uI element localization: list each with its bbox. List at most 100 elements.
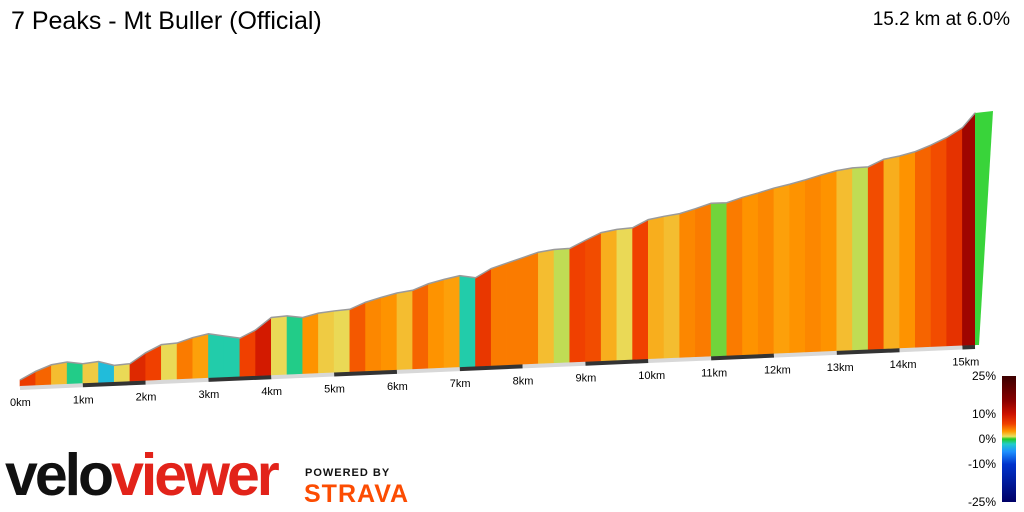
gradient-segment bbox=[757, 187, 775, 355]
x-tick-label: 10km bbox=[638, 370, 665, 382]
gradient-segment bbox=[82, 361, 99, 384]
x-tick-label: 4km bbox=[261, 386, 282, 398]
logo-viewer: viewer bbox=[111, 442, 280, 508]
axis-km-segment bbox=[585, 359, 649, 366]
axis-km-segment bbox=[962, 345, 976, 350]
gradient-segment bbox=[553, 248, 571, 364]
gradient-segment bbox=[695, 202, 712, 358]
gradient-segment bbox=[836, 167, 853, 352]
gradient-legend-labels: 25% 10% 0% -10% -25% bbox=[968, 369, 996, 509]
x-tick-label: 14km bbox=[890, 359, 917, 371]
axis-km-segment bbox=[773, 350, 837, 358]
profile-end-face bbox=[975, 111, 993, 345]
gradient-segment bbox=[161, 342, 178, 381]
legend-label: 10% bbox=[972, 407, 996, 421]
x-tick-label: 6km bbox=[387, 381, 408, 393]
gradient-segment bbox=[852, 166, 869, 351]
gradient-segment bbox=[192, 333, 209, 379]
elevation-outline bbox=[19, 112, 976, 381]
axis-km-segment bbox=[334, 369, 398, 377]
gradient-segment bbox=[867, 158, 885, 350]
gradient-segment bbox=[946, 127, 963, 347]
gradient-segment bbox=[271, 315, 288, 376]
route-summary: 15.2 km at 6.0% bbox=[872, 9, 1010, 30]
x-tick-label: 13km bbox=[827, 362, 854, 374]
axis-km-segment bbox=[836, 348, 900, 355]
gradient-segment bbox=[710, 202, 728, 357]
gradient-segment bbox=[396, 289, 413, 371]
axis-km-segment bbox=[396, 367, 460, 374]
x-tick-label: 9km bbox=[575, 373, 596, 385]
gradient-segment bbox=[522, 251, 539, 365]
gradient-segment bbox=[742, 192, 759, 356]
gradient-segment bbox=[962, 112, 976, 346]
gradient-segment bbox=[899, 151, 916, 349]
gradient-segment bbox=[208, 333, 225, 379]
gradient-segment bbox=[365, 296, 382, 372]
gradient-segment bbox=[176, 337, 194, 380]
gradient-segment bbox=[490, 262, 508, 367]
gradient-segment bbox=[632, 219, 649, 361]
legend-label: -25% bbox=[968, 495, 996, 509]
gradient-segment bbox=[412, 283, 429, 370]
gradient-segment bbox=[129, 352, 146, 382]
gradient-segment bbox=[663, 213, 681, 359]
gradient-segment bbox=[333, 308, 351, 373]
gradient-segment bbox=[600, 229, 618, 362]
x-tick-label: 7km bbox=[450, 378, 471, 390]
logo-velo: velo bbox=[5, 442, 114, 508]
veloviewer-logo[interactable]: veloviewer bbox=[5, 446, 280, 505]
gradient-segment bbox=[789, 179, 806, 354]
gradient-segment bbox=[585, 232, 602, 363]
gradient-segment bbox=[428, 279, 445, 369]
x-tick-label: 3km bbox=[198, 389, 219, 401]
gradient-segment bbox=[255, 316, 272, 377]
x-tick-label: 0km bbox=[10, 397, 31, 409]
gradient-segment bbox=[223, 335, 241, 378]
gradient-segment bbox=[475, 267, 492, 367]
gradient-segment bbox=[820, 170, 838, 352]
x-tick-label: 5km bbox=[324, 384, 345, 396]
legend-label: 25% bbox=[972, 369, 996, 383]
axis-km-segment bbox=[19, 383, 83, 390]
gradient-segment bbox=[506, 257, 523, 366]
x-tick-label: 11km bbox=[701, 367, 727, 379]
axis-km-segment bbox=[208, 375, 272, 382]
gradient-segment bbox=[883, 155, 900, 350]
axis-km-segment bbox=[145, 377, 209, 385]
x-tick-label: 8km bbox=[513, 375, 534, 387]
legend-label: 0% bbox=[979, 432, 997, 446]
axis-km-segment bbox=[648, 356, 712, 364]
x-tick-label: 15km bbox=[952, 357, 979, 369]
gradient-segment bbox=[726, 196, 743, 356]
axis-km-segment bbox=[899, 345, 963, 353]
route-title: 7 Peaks - Mt Buller (Official) bbox=[11, 7, 322, 35]
gradient-segment bbox=[66, 361, 84, 385]
distance-axis: 0km 1km 2km 3km 4km 5km 6km 7km 8km 9km 10km 11km 12… bbox=[10, 345, 979, 409]
gradient-segment bbox=[302, 312, 319, 375]
gradient-segment bbox=[569, 239, 586, 363]
gradient-segment bbox=[145, 344, 162, 381]
gradient-segment bbox=[915, 144, 932, 348]
gradient-segment bbox=[773, 183, 790, 354]
gradient-segment bbox=[349, 301, 366, 373]
x-tick-label: 1km bbox=[73, 394, 94, 406]
axis-km-segment bbox=[711, 353, 775, 361]
gradient-legend-bar bbox=[1002, 376, 1016, 502]
gradient-segment bbox=[51, 361, 68, 385]
gradient-segment bbox=[380, 292, 398, 371]
gradient-segment bbox=[679, 208, 696, 358]
gradient-segment bbox=[286, 315, 304, 375]
gradient-segment bbox=[113, 363, 131, 383]
strava-logo[interactable]: STRAVA bbox=[304, 480, 410, 508]
gradient-segment bbox=[538, 249, 555, 365]
powered-by-label: POWERED BY bbox=[305, 467, 391, 479]
x-tick-label: 12km bbox=[764, 365, 791, 377]
gradient-segment bbox=[930, 136, 948, 348]
axis-km-segment bbox=[522, 361, 586, 369]
axis-km-segment bbox=[271, 372, 335, 380]
x-tick-label: 2km bbox=[136, 392, 157, 404]
gradient-legend: 25% 10% 0% -10% -25% bbox=[968, 369, 1016, 509]
gradient-segment bbox=[647, 215, 665, 360]
elevation-profile-chart: 0km 1km 2km 3km 4km 5km 6km 7km 8km 9km 10km 11km 12… bbox=[10, 111, 993, 409]
